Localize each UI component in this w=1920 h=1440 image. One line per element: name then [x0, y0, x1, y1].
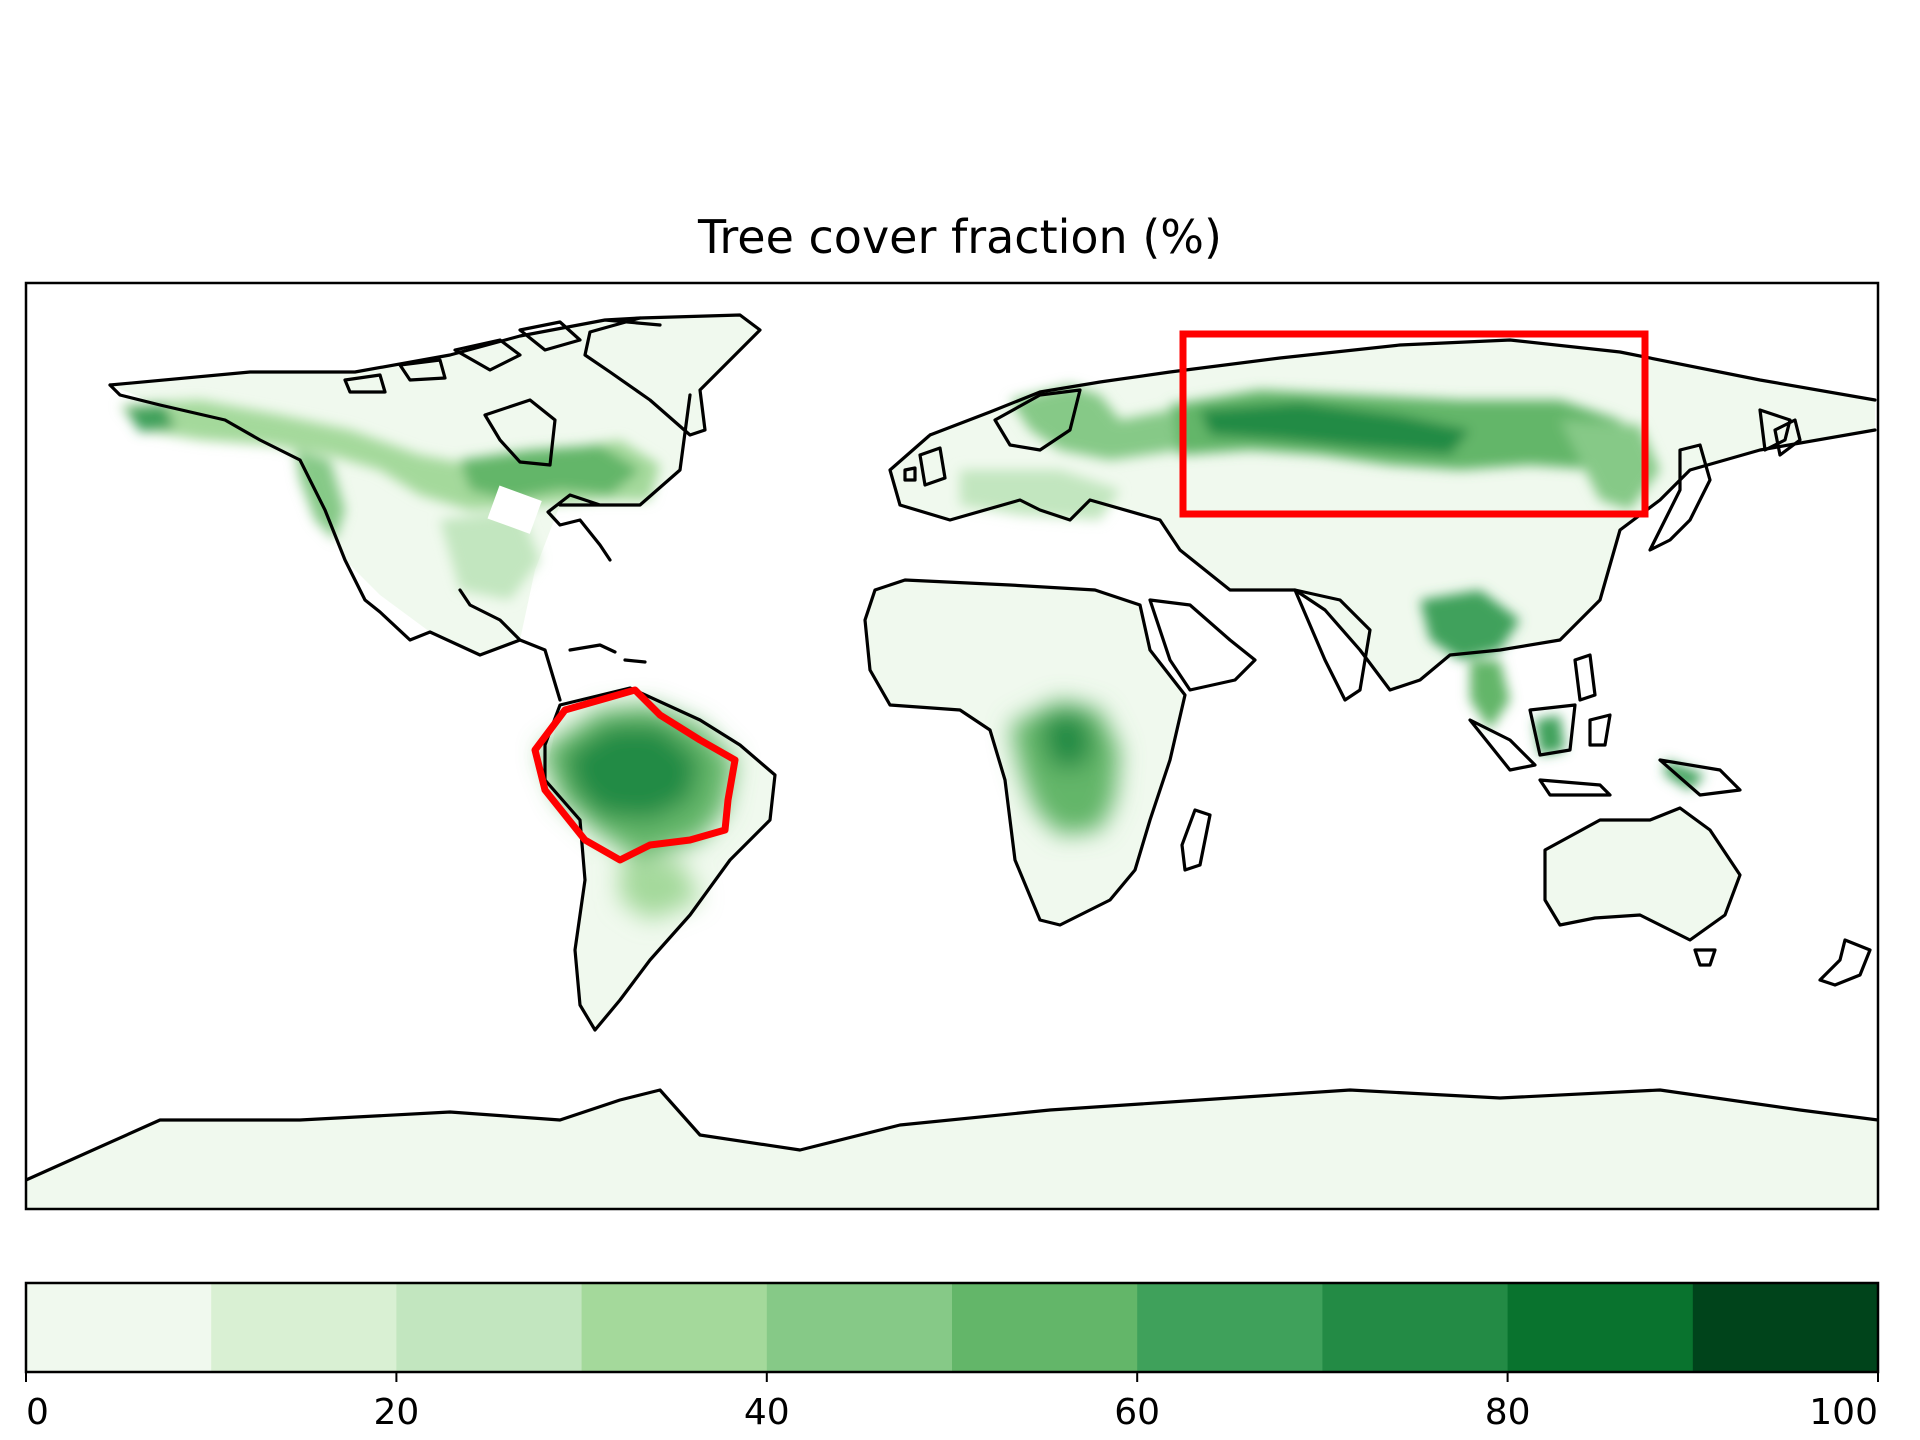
map-frame: [24, 281, 1880, 1211]
tree-cover-boreal-na: [120, 400, 660, 600]
greenland-land: [585, 315, 760, 435]
antarctica-land: [26, 1090, 1878, 1209]
colorbar-swatch: [1692, 1283, 1879, 1372]
australia-coast: [1543, 806, 1742, 967]
colorbar-tick-label: 80: [1485, 1392, 1531, 1433]
india-coast: [1293, 588, 1372, 702]
colorbar-swatches: [26, 1283, 1879, 1372]
central-europe-forest: [960, 470, 1120, 520]
british-isles-coast: [903, 446, 947, 487]
colorbar-tick-label: 20: [373, 1392, 419, 1433]
colorbar-swatch: [26, 1283, 212, 1372]
map-title: Tree cover fraction (%): [698, 210, 1222, 264]
coastlines: [26, 313, 1878, 1182]
africa-coast: [863, 578, 1187, 927]
tree-cover-eurasia: [960, 385, 1705, 790]
congo-core: [1040, 710, 1095, 770]
colorbar-swatch: [1507, 1283, 1694, 1372]
arctic-islands-coast: [343, 320, 582, 394]
colorbar-ticks: 0 20 40 60 80 100: [25, 1372, 1879, 1433]
tree-cover-amazon: [540, 705, 735, 920]
colorbar-tick-label: 40: [744, 1392, 790, 1433]
far-east-forest: [1560, 420, 1660, 510]
colorbar-frame: [24, 1281, 1880, 1374]
greenland-coast: [583, 313, 762, 437]
colorbar: 0 20 40 60 80 100: [24, 1281, 1880, 1433]
amazon-core: [565, 725, 700, 820]
lake-gap: [487, 485, 542, 534]
colorbar-swatch: [581, 1283, 768, 1372]
scandinavia-coast: [993, 388, 1082, 452]
amazon-basin-outline: [531, 686, 739, 864]
atlantic-forest: [620, 860, 700, 920]
indonesia-coast: [1468, 653, 1742, 797]
siberia-core: [1200, 402, 1470, 455]
borneo-forest: [1535, 715, 1565, 755]
japan-coast: [1648, 418, 1802, 552]
map-area: [26, 283, 1878, 1209]
na-east-forest: [440, 510, 540, 600]
se-asia-forest: [1470, 660, 1510, 730]
colorbar-tick-label: 60: [1114, 1392, 1160, 1433]
hudson-bay-coast: [483, 398, 557, 467]
arabia-coast: [1148, 598, 1257, 692]
antarctica-coast: [26, 1088, 1878, 1182]
colorbar-swatch: [952, 1283, 1138, 1372]
new-zealand-coast: [1818, 938, 1872, 987]
colorbar-swatch: [766, 1283, 953, 1372]
colorbar-tick-label: 100: [1809, 1392, 1878, 1433]
madagascar-coast: [1180, 808, 1212, 872]
eurasia-coast: [888, 338, 1877, 692]
north-america-land: [110, 320, 690, 655]
colorbar-swatch: [1322, 1283, 1509, 1372]
colorbar-swatch: [211, 1283, 397, 1372]
siberia-box: [1179, 330, 1649, 518]
south-america-coast: [543, 686, 777, 1032]
na-boreal-core: [460, 445, 640, 500]
colorbar-swatch: [396, 1283, 583, 1372]
colorbar-tick-label: 0: [26, 1392, 49, 1433]
south-china-forest: [1420, 590, 1520, 660]
new-guinea-forest: [1665, 760, 1705, 790]
na-alaska-core: [125, 405, 175, 432]
north-america-coast: [108, 316, 692, 702]
australia-land: [1545, 808, 1740, 940]
caribbean-coast: [568, 643, 647, 664]
kamchatka-coast: [1758, 408, 1792, 452]
tree-cover-africa: [1010, 700, 1120, 835]
colorbar-swatch: [1137, 1283, 1323, 1372]
